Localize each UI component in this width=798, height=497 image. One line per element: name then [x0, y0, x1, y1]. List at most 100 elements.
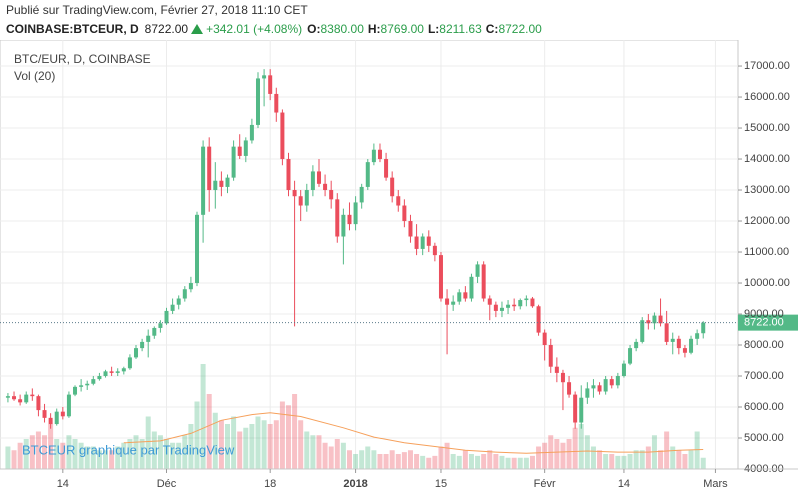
volume-bar — [231, 416, 237, 469]
close-value: 8722.00 — [498, 22, 542, 36]
volume-bar — [426, 457, 432, 469]
candle-body — [310, 171, 315, 191]
y-tick-label: 8000.00 — [744, 339, 784, 351]
volume-bar — [597, 450, 603, 469]
volume-bar — [328, 446, 334, 469]
volume-bar — [401, 452, 407, 469]
candle-body — [548, 345, 553, 367]
volume-bar — [90, 446, 96, 469]
candle-body — [493, 304, 498, 311]
candle-body — [621, 363, 626, 377]
volume-bar — [542, 442, 548, 469]
volume-bar — [29, 435, 35, 469]
volume-bar — [609, 454, 615, 469]
candle-body — [286, 159, 291, 191]
volume-bar — [493, 454, 499, 469]
y-tick-label: 6000.00 — [744, 401, 784, 413]
volume-bar — [206, 394, 212, 469]
candle-body — [316, 171, 321, 184]
volume-bar — [578, 424, 584, 469]
candle-body — [384, 159, 389, 178]
candle-body — [158, 323, 163, 328]
candle-body — [652, 315, 657, 324]
candle-body — [402, 205, 407, 222]
volume-bar — [340, 442, 346, 469]
x-tick-label: 15 — [435, 478, 447, 490]
volume-bar — [23, 439, 29, 469]
candle-body — [603, 379, 608, 392]
volume-bar — [523, 457, 529, 469]
high-value: 8769.00 — [380, 22, 424, 36]
candle-body — [567, 382, 572, 395]
change: +342.01 (+4.08%) — [206, 22, 303, 36]
volume-bar — [645, 446, 651, 469]
volume-bar — [432, 455, 438, 469]
candle-body — [298, 196, 303, 206]
volume-bar — [639, 450, 645, 469]
volume-bar — [554, 439, 560, 469]
candle-body — [127, 357, 132, 369]
volume-bar — [517, 457, 523, 469]
watermark: BTCEUR graphique par TradingView — [22, 442, 235, 457]
candle-body — [365, 162, 370, 187]
candle-body — [262, 75, 267, 79]
candle-body — [640, 320, 645, 342]
volume-bar — [334, 439, 340, 469]
volume-bar — [200, 364, 206, 469]
volume-bar — [676, 450, 682, 469]
candle-body — [390, 177, 395, 197]
candle-body — [664, 323, 669, 342]
volume-bar — [78, 442, 84, 469]
candle-body — [79, 385, 84, 387]
candle-body — [359, 186, 364, 203]
candle-body — [579, 397, 584, 423]
y-tick-label: 11000.00 — [744, 246, 789, 258]
candle-body — [18, 399, 23, 403]
candle-body — [335, 199, 340, 237]
volume-bar — [292, 394, 298, 469]
candle-body — [646, 320, 651, 324]
last-price-label: 8722.00 — [744, 317, 784, 329]
volume-bar — [694, 431, 700, 469]
candle-body — [591, 385, 596, 389]
volume-bar — [164, 439, 170, 469]
volume-bar — [316, 435, 322, 469]
candle-body — [164, 310, 169, 324]
candle-body — [445, 298, 450, 305]
y-tick-label: 12000.00 — [744, 215, 790, 227]
pane-title: BTC/EUR, D, COINBASE — [14, 52, 151, 66]
candle-body — [481, 264, 486, 299]
x-tick-label: 18 — [264, 478, 276, 490]
volume-bar — [84, 446, 90, 469]
volume-bar — [279, 401, 285, 469]
candle-body — [134, 348, 139, 358]
volume-bar — [584, 435, 590, 469]
volume-bar — [54, 439, 60, 469]
y-tick-label: 13000.00 — [744, 184, 790, 196]
volume-bar — [462, 450, 468, 469]
volume-bar — [109, 450, 115, 469]
volume-bar — [255, 416, 261, 469]
candle-body — [188, 283, 193, 290]
volume-bar — [566, 439, 572, 469]
candle-body — [396, 196, 401, 206]
volume-bar — [475, 455, 481, 469]
volume-bar — [688, 450, 694, 469]
candle-body — [634, 341, 639, 349]
candle-body — [85, 383, 90, 386]
candle-body — [207, 146, 212, 191]
volume-ma — [123, 412, 704, 454]
candle-body — [12, 396, 17, 400]
candle-body — [573, 394, 578, 423]
volume-bar — [511, 457, 517, 469]
candle-body — [152, 327, 157, 336]
candle-body — [341, 214, 346, 237]
candle-body — [457, 292, 462, 302]
volume-bar — [96, 450, 102, 469]
candle-body — [658, 315, 663, 324]
candle-body — [24, 394, 29, 403]
candle-body — [329, 190, 334, 200]
volume-bar — [127, 439, 133, 469]
volume-bar — [273, 420, 279, 469]
